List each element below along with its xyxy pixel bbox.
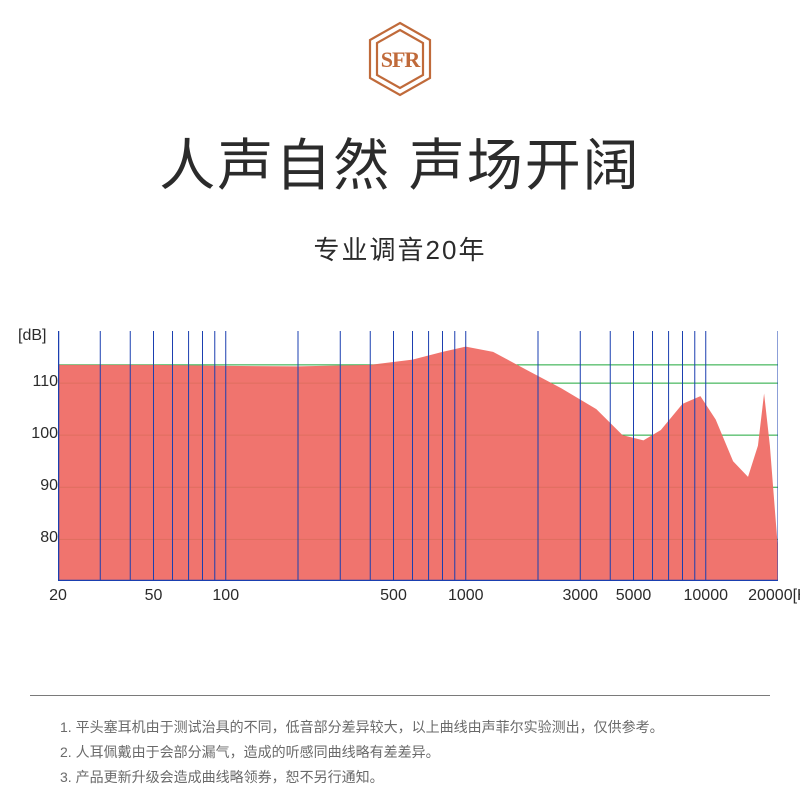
subtitle: 专业调音20年 [314, 230, 487, 267]
main-title: 人声自然 声场开阔 [159, 121, 641, 202]
x-tick-label: 50 [145, 587, 163, 605]
page: SFR 人声自然 声场开阔 专业调音20年 [dB] 80 90 100 110 20… [0, 0, 800, 800]
frequency-response-chart: [dB] 80 90 100 110 20 50 100 500 1000 3000 5000 10… [0, 327, 800, 627]
x-axis-ticks: 20501005001000300050001000020000[HZ] [58, 587, 778, 617]
footnotes: 1. 平头塞耳机由于测试治具的不同，低音部分差异较大，以上曲线由声菲尔实验测出，… [60, 715, 664, 791]
brand-logo: SFR [366, 20, 434, 103]
footnote-line: 1. 平头塞耳机由于测试治具的不同，低音部分差异较大，以上曲线由声菲尔实验测出，… [60, 715, 664, 740]
x-tick-label: 3000 [562, 587, 598, 605]
x-tick-label: 20000[HZ] [748, 587, 800, 605]
footnote-line: 2. 人耳佩戴由于会部分漏气，造成的听感同曲线略有差差异。 [60, 740, 664, 765]
x-tick-label: 100 [212, 587, 239, 605]
x-tick-label: 500 [380, 587, 407, 605]
x-tick-label: 1000 [448, 587, 484, 605]
y-tick-label: 80 [14, 529, 58, 547]
chart-plot [58, 331, 778, 581]
footnote-line: 3. 产品更新升级会造成曲线略领券，恕不另行通知。 [60, 765, 664, 790]
y-axis-unit: [dB] [18, 327, 46, 345]
x-tick-label: 20 [49, 587, 67, 605]
y-axis-ticks: 80 90 100 110 [14, 349, 58, 579]
y-tick-label: 100 [14, 425, 58, 443]
divider-line [30, 695, 770, 696]
x-tick-label: 10000 [684, 587, 729, 605]
y-tick-label: 90 [14, 477, 58, 495]
y-tick-label: 110 [14, 373, 58, 391]
svg-text:SFR: SFR [381, 47, 422, 72]
x-tick-label: 5000 [616, 587, 652, 605]
